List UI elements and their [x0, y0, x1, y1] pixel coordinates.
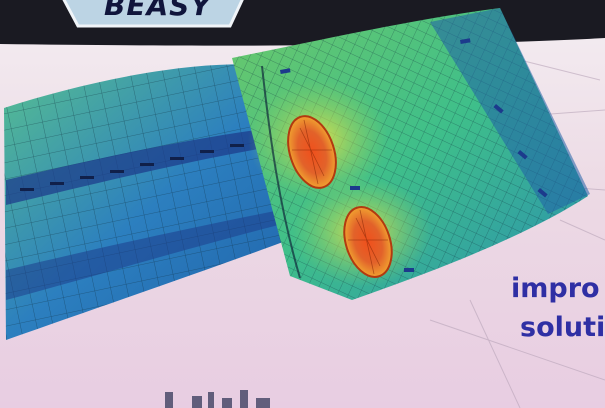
beasy-logo-icon — [62, 0, 244, 28]
caption-line-1: impro — [511, 273, 600, 304]
logo-text: BEASY — [104, 0, 212, 22]
caption-line-2: soluti — [520, 312, 605, 343]
machinery-icon — [165, 390, 270, 408]
